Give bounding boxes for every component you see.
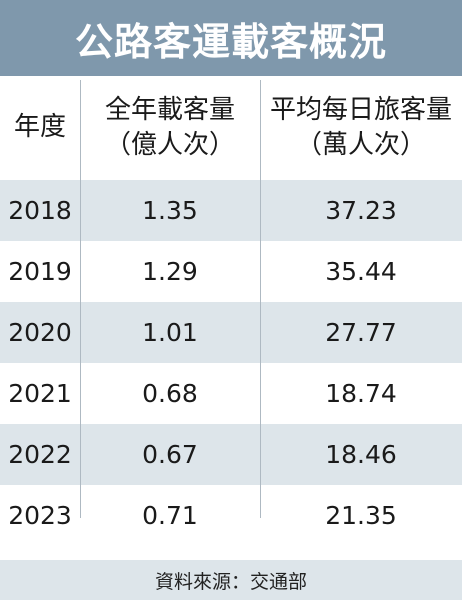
cell-annual: 0.67 [142,439,198,469]
cell-daily: 21.35 [325,500,397,530]
cell-annual: 1.29 [142,256,198,286]
table-row: 2022 0.67 18.46 [0,424,462,485]
source-note: 資料來源：交通部 [0,560,462,600]
data-table: 年度 全年載客量 （億人次） 平均每日旅客量 （萬人次） 2018 1.35 3… [0,76,462,546]
chart-title: 公路客運載客概況 [74,19,387,64]
table-row: 2018 1.35 37.23 [0,180,462,241]
cell-year: 2022 [8,439,72,469]
table-header: 年度 全年載客量 （億人次） 平均每日旅客量 （萬人次） [0,76,462,180]
cell-daily: 35.44 [325,256,397,286]
table-row: 2020 1.01 27.77 [0,302,462,363]
cell-year: 2021 [8,378,72,408]
cell-annual: 0.71 [142,500,198,530]
cell-annual: 1.35 [142,195,198,225]
header-annual-unit: （億人次） [104,130,235,160]
cell-daily: 37.23 [325,195,397,225]
title-bar: 公路客運載客概況 [0,0,462,76]
cell-year: 2020 [8,317,72,347]
column-divider [260,80,261,518]
table-row: 2021 0.68 18.74 [0,363,462,424]
cell-annual: 1.01 [142,317,198,347]
header-daily: 平均每日旅客量 （萬人次） [260,93,462,163]
header-annual: 全年載客量 （億人次） [80,93,260,163]
header-year-label: 年度 [13,112,66,143]
cell-daily: 18.46 [325,439,397,469]
table-row: 2019 1.29 35.44 [0,241,462,302]
cell-year: 2018 [8,195,72,225]
header-daily-label: 平均每日旅客量 [269,94,452,125]
cell-year: 2019 [8,256,72,286]
header-annual-label: 全年載客量 [104,94,235,125]
cell-annual: 0.68 [142,378,198,408]
header-daily-unit: （萬人次） [295,130,426,160]
table-row: 2023 0.71 21.35 [0,485,462,546]
header-year: 年度 [0,110,80,145]
cell-year: 2023 [8,500,72,530]
cell-daily: 27.77 [325,317,397,347]
cell-daily: 18.74 [325,378,397,408]
column-divider [80,80,81,518]
